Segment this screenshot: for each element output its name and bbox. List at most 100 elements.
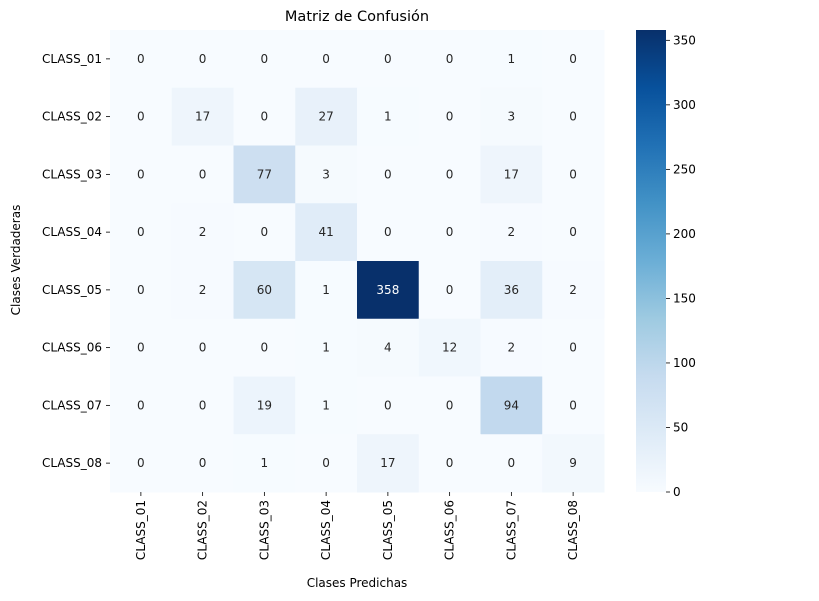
heatmap-cell — [295, 318, 358, 377]
heatmap-cell — [295, 376, 358, 435]
heatmap-cell — [357, 318, 420, 377]
x-tick-labels: CLASS_01 CLASS_02 CLASS_03 CLASS_04 CLASS_05… — [134, 492, 580, 560]
cell-value-label: 0 — [446, 398, 454, 412]
cell-value-label: 27 — [318, 110, 333, 124]
cell-value-label: 358 — [376, 283, 399, 297]
cell-value-label: 0 — [569, 52, 577, 66]
cell-value-label: 0 — [384, 167, 392, 181]
heatmap-cell — [233, 145, 296, 204]
heatmap-cell — [480, 203, 543, 262]
heatmap-cell — [542, 261, 605, 320]
cell-value-label: 0 — [137, 398, 145, 412]
x-tick-label: CLASS_01 — [134, 500, 148, 560]
heatmap-cell — [171, 261, 234, 320]
cell-value-label: 17 — [195, 110, 210, 124]
x-tick-label: CLASS_06 — [443, 500, 457, 560]
heatmap-cell — [480, 145, 543, 204]
cell-value-label: 2 — [199, 225, 207, 239]
heatmap-cell — [480, 434, 543, 493]
heatmap-cell — [171, 145, 234, 204]
heatmap-cell — [418, 376, 481, 435]
cell-value-label: 17 — [380, 456, 395, 470]
heatmap-cell — [542, 203, 605, 262]
heatmap-cell — [295, 434, 358, 493]
chart-title: Matriz de Confusión — [285, 9, 429, 25]
cell-value-label: 1 — [384, 110, 392, 124]
cell-value-label: 94 — [504, 398, 519, 412]
y-tick-label: CLASS_07 — [42, 398, 102, 412]
heatmap-cell — [295, 145, 358, 204]
cell-value-label: 0 — [384, 225, 392, 239]
cell-value-label: 3 — [508, 110, 516, 124]
cell-value-label: 19 — [257, 398, 272, 412]
y-tick-label: CLASS_08 — [42, 456, 102, 470]
heatmap-cell — [542, 318, 605, 377]
heatmap-cell — [110, 30, 173, 89]
heatmap-cell — [171, 434, 234, 493]
cell-value-label: 0 — [137, 225, 145, 239]
cell-value-label: 0 — [137, 283, 145, 297]
colorbar-ticks: 0 50 100 150 200 250 300 350 — [666, 33, 696, 499]
cell-value-label: 0 — [446, 110, 454, 124]
cell-value-label: 41 — [318, 225, 333, 239]
cell-value-label: 0 — [199, 52, 207, 66]
cell-value-label: 0 — [569, 110, 577, 124]
y-tick-label: CLASS_02 — [42, 110, 102, 124]
heatmap-cell — [233, 87, 296, 146]
heatmap-cell — [357, 87, 420, 146]
cell-value-label: 2 — [508, 341, 516, 355]
heatmap-cell — [418, 30, 481, 89]
heatmap-cell — [542, 434, 605, 493]
cell-value-label: 0 — [137, 341, 145, 355]
heatmap-cell — [233, 261, 296, 320]
heatmap-cell — [295, 87, 358, 146]
cell-value-label: 0 — [261, 341, 269, 355]
y-tick-label: CLASS_04 — [42, 225, 102, 239]
cell-value-label: 0 — [569, 398, 577, 412]
colorbar — [636, 30, 666, 492]
cell-value-label: 60 — [257, 283, 272, 297]
heatmap-cell — [171, 30, 234, 89]
heatmap-cell — [110, 87, 173, 146]
cell-value-label: 0 — [137, 110, 145, 124]
cell-value-label: 1 — [322, 398, 330, 412]
heatmap-cell — [542, 30, 605, 89]
heatmap-cell — [357, 434, 420, 493]
heatmap-cell — [418, 261, 481, 320]
heatmap-cell — [418, 434, 481, 493]
heatmap-cell — [480, 376, 543, 435]
cell-value-label: 0 — [384, 398, 392, 412]
heatmap-cell — [233, 318, 296, 377]
heatmap-cell — [480, 30, 543, 89]
heatmap-cell — [110, 203, 173, 262]
colorbar-tick-label: 100 — [673, 356, 696, 370]
cell-value-label: 2 — [569, 283, 577, 297]
cell-value-label: 0 — [446, 52, 454, 66]
heatmap-cell — [171, 318, 234, 377]
y-axis-label: Clases Verdaderas — [9, 205, 23, 316]
cell-value-label: 0 — [508, 456, 516, 470]
heatmap-cells: 0 0 0 0 0 0 1 00 17 0 27 1 0 3 00 0 77 3 0 0 17 00 2 0 41 0 0 2 00 2 6… — [110, 30, 605, 493]
heatmap-cell — [480, 261, 543, 320]
heatmap-cell — [233, 376, 296, 435]
cell-value-label: 12 — [442, 341, 457, 355]
y-tick-labels: CLASS_01 CLASS_02 CLASS_03 CLASS_04 CLASS_05… — [42, 52, 110, 470]
x-tick-label: CLASS_02 — [196, 500, 210, 560]
cell-value-label: 0 — [199, 167, 207, 181]
cell-value-label: 0 — [137, 456, 145, 470]
heatmap-cell — [171, 203, 234, 262]
cell-value-label: 3 — [322, 167, 330, 181]
heatmap-cell — [233, 203, 296, 262]
x-tick-label: CLASS_07 — [504, 500, 518, 560]
heatmap-cell — [542, 145, 605, 204]
colorbar-tick-label: 0 — [673, 485, 681, 499]
cell-value-label: 1 — [508, 52, 516, 66]
heatmap-cell — [110, 145, 173, 204]
heatmap-cell — [295, 261, 358, 320]
x-tick-label: CLASS_08 — [566, 500, 580, 560]
colorbar-tick-label: 200 — [673, 227, 696, 241]
cell-value-label: 0 — [446, 225, 454, 239]
cell-value-label: 1 — [261, 456, 269, 470]
cell-value-label: 0 — [261, 52, 269, 66]
cell-value-label: 0 — [322, 456, 330, 470]
